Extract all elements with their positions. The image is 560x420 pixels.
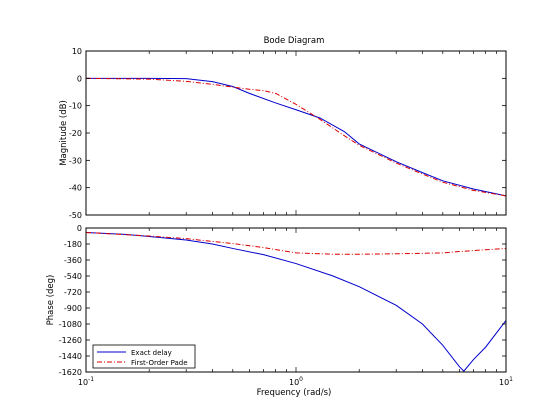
y-tick-label: -30 [69,156,82,165]
series-exact-delay-line [85,231,507,372]
legend-label-exact-delay: Exact delay [131,349,172,357]
y-tick-label: -360 [64,256,82,265]
x-tick-label: 10-1 [78,376,94,387]
y-tick-label: 0 [77,74,82,83]
phase-panel: 0 -180 -360 -540 -720 -900 -1080 -1260 -1440 -162… [46,224,507,377]
y-tick-label: -1080 [59,320,82,329]
y-tick-label: 10 [72,47,82,56]
phase-axis-label: Phase (deg) [46,275,56,326]
chart-title: Bode Diagram [264,36,325,46]
y-tick-label: -1620 [59,368,82,377]
y-tick-label: -10 [69,102,82,111]
y-tick-label: -540 [64,272,82,281]
y-tick-label: -720 [64,288,82,297]
legend-label-first-order-pade: First-Order Pade [131,359,188,367]
x-axis-label: Frequency (rad/s) [257,388,332,398]
magnitude-axis-label: Magnitude (dB) [59,100,69,166]
series-exact-delay-line [86,77,507,197]
series-first-order-pade-line [85,231,507,255]
series-first-order-pade-line [85,77,507,197]
x-tick-label: 100 [289,376,303,387]
magnitude-axes-frame [85,50,507,216]
legend: Exact delay First-Order Pade [92,344,196,369]
x-tick-label: 101 [499,376,513,387]
magnitude-panel: 10 0 -10 -20 -30 -40 -50 Magnitude (dB) [59,47,507,220]
y-tick-label: -180 [64,240,82,249]
y-tick-label: -40 [69,184,82,193]
y-tick-label: -50 [69,211,82,220]
y-tick-label: -1440 [59,352,82,361]
y-tick-label: 0 [77,224,82,233]
y-tick-label: -900 [64,304,82,313]
y-tick-label: -20 [69,129,82,138]
y-tick-label: -1260 [59,336,82,345]
